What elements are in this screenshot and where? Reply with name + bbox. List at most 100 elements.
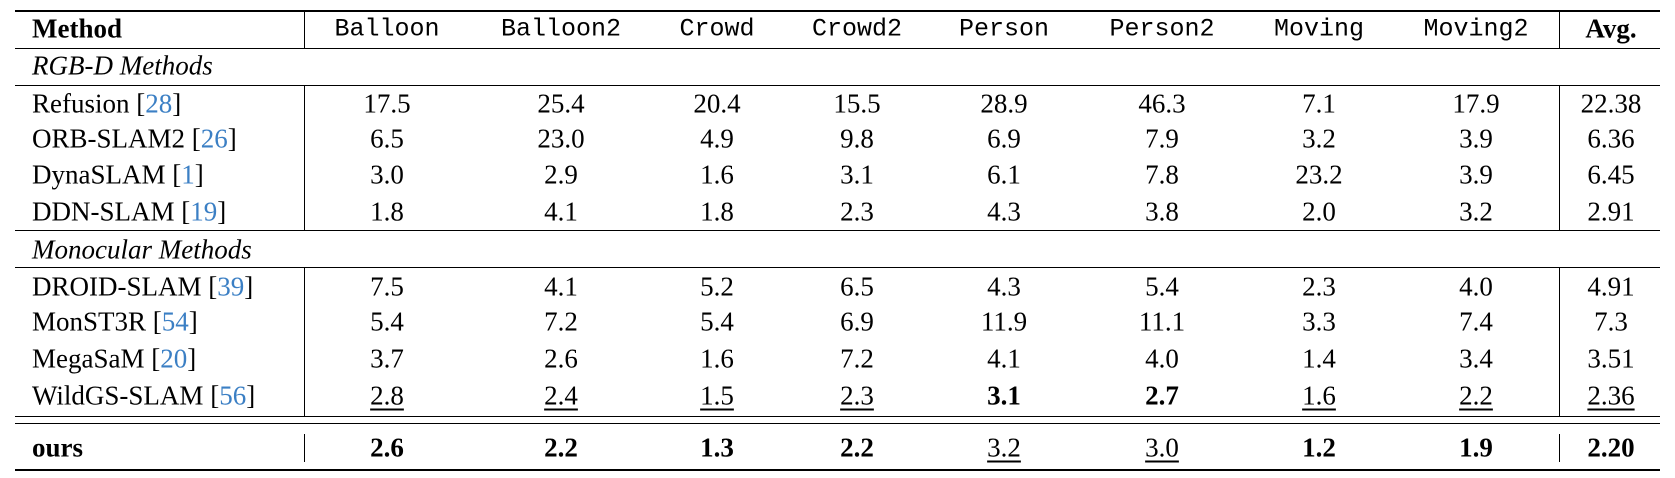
rule bbox=[15, 267, 1660, 269]
value-cell: 6.9 bbox=[987, 123, 1021, 154]
method-name: WildGS-SLAM bbox=[32, 380, 204, 411]
value-cell: 46.3 bbox=[1138, 88, 1186, 119]
value-cell: 3.7 bbox=[370, 343, 404, 374]
citation-number[interactable]: 39 bbox=[217, 271, 245, 302]
value-cell: 3.9 bbox=[1459, 123, 1493, 154]
citation-number[interactable]: 26 bbox=[200, 123, 228, 154]
value-cell: 6.36 bbox=[1587, 123, 1635, 154]
citation-number[interactable]: 28 bbox=[145, 88, 173, 119]
value-cell: 1.8 bbox=[370, 196, 404, 227]
value-cell: 17.5 bbox=[363, 88, 411, 119]
value-cell: 7.1 bbox=[1302, 88, 1336, 119]
citation[interactable]: 19 bbox=[181, 197, 226, 227]
rule bbox=[15, 48, 1660, 50]
value-cell: 3.0 bbox=[1145, 432, 1179, 463]
value-cell: 5.2 bbox=[700, 271, 734, 302]
section-title: RGB-D Methods bbox=[32, 50, 213, 81]
method-cell: ORB-SLAM2 26 bbox=[32, 123, 237, 154]
method-name: DDN-SLAM bbox=[32, 196, 175, 227]
citation[interactable]: 39 bbox=[208, 272, 253, 302]
value-cell: 2.36 bbox=[1587, 380, 1635, 411]
method-cell: MegaSaM 20 bbox=[32, 343, 196, 374]
value-cell: 2.6 bbox=[370, 432, 404, 463]
method-name: ours bbox=[32, 432, 84, 463]
header-cell: Method bbox=[32, 13, 122, 44]
value-cell: 1.4 bbox=[1302, 343, 1336, 374]
value-cell: 11.9 bbox=[980, 306, 1028, 337]
value-cell: 3.0 bbox=[370, 159, 404, 190]
value-cell: 7.9 bbox=[1145, 123, 1179, 154]
value-cell: 1.2 bbox=[1302, 432, 1336, 463]
value-cell: 2.2 bbox=[1459, 380, 1493, 411]
value-cell: 7.4 bbox=[1459, 306, 1493, 337]
rule bbox=[15, 423, 1660, 425]
value-cell: 4.1 bbox=[544, 196, 578, 227]
value-cell: 4.91 bbox=[1587, 271, 1635, 302]
value-cell: 4.9 bbox=[700, 123, 734, 154]
column-rule bbox=[1559, 11, 1561, 48]
citation[interactable]: 26 bbox=[192, 124, 237, 154]
value-cell: 2.3 bbox=[840, 380, 874, 411]
citation[interactable]: 28 bbox=[136, 89, 181, 119]
citation[interactable]: 1 bbox=[172, 160, 204, 190]
value-cell: 5.4 bbox=[1145, 271, 1179, 302]
citation-number[interactable]: 20 bbox=[160, 343, 188, 374]
method-cell: DynaSLAM 1 bbox=[32, 160, 204, 190]
header-cell: Avg. bbox=[1585, 13, 1637, 44]
citation-number[interactable]: 1 bbox=[181, 159, 195, 190]
citation[interactable]: 56 bbox=[210, 381, 255, 411]
value-cell: 15.5 bbox=[833, 88, 881, 119]
value-cell: 4.1 bbox=[544, 271, 578, 302]
value-cell: 4.0 bbox=[1145, 343, 1179, 374]
value-cell: 2.2 bbox=[840, 432, 874, 463]
value-cell: 3.51 bbox=[1587, 343, 1635, 374]
value-cell: 5.4 bbox=[370, 306, 404, 337]
value-cell: 2.2 bbox=[544, 432, 578, 463]
value-cell: 3.9 bbox=[1459, 159, 1493, 190]
value-cell: 3.2 bbox=[1302, 123, 1336, 154]
value-cell: 7.2 bbox=[544, 306, 578, 337]
value-cell: 6.1 bbox=[987, 159, 1021, 190]
value-cell: 2.3 bbox=[1302, 271, 1336, 302]
column-rule bbox=[304, 268, 306, 416]
value-cell: 1.6 bbox=[1302, 380, 1336, 411]
rule bbox=[15, 85, 1660, 87]
value-cell: 3.1 bbox=[840, 159, 874, 190]
value-cell: 1.5 bbox=[700, 380, 734, 411]
value-cell: 3.1 bbox=[987, 380, 1021, 411]
value-cell: 23.0 bbox=[537, 123, 585, 154]
value-cell: 25.4 bbox=[537, 88, 585, 119]
header-cell: Crowd bbox=[679, 14, 755, 44]
header-cell: Balloon bbox=[334, 14, 440, 44]
citation-number[interactable]: 19 bbox=[190, 196, 218, 227]
method-cell: DROID-SLAM 39 bbox=[32, 272, 253, 302]
value-cell: 6.5 bbox=[370, 123, 404, 154]
method-name: MegaSaM bbox=[32, 343, 145, 374]
method-cell: Refusion 28 bbox=[32, 89, 181, 119]
value-cell: 3.4 bbox=[1459, 343, 1493, 374]
citation-number[interactable]: 56 bbox=[219, 380, 247, 411]
column-rule bbox=[1559, 86, 1561, 230]
value-cell: 5.4 bbox=[700, 306, 734, 337]
value-cell: 7.5 bbox=[370, 271, 404, 302]
citation-number[interactable]: 54 bbox=[161, 306, 189, 337]
citation[interactable]: 20 bbox=[151, 344, 196, 374]
value-cell: 6.9 bbox=[840, 306, 874, 337]
value-cell: 23.2 bbox=[1295, 159, 1343, 190]
value-cell: 2.9 bbox=[544, 159, 578, 190]
value-cell: 1.8 bbox=[700, 196, 734, 227]
value-cell: 3.2 bbox=[987, 432, 1021, 463]
rule bbox=[15, 416, 1660, 418]
rule bbox=[15, 230, 1660, 232]
column-rule bbox=[304, 434, 306, 462]
citation[interactable]: 54 bbox=[153, 307, 198, 337]
value-cell: 6.45 bbox=[1587, 159, 1635, 190]
value-cell: 7.3 bbox=[1594, 306, 1628, 337]
value-cell: 2.8 bbox=[370, 380, 404, 411]
header-cell: Moving bbox=[1273, 14, 1365, 44]
method-cell: MonST3R 54 bbox=[32, 307, 198, 337]
value-cell: 1.9 bbox=[1459, 432, 1493, 463]
header-cell: Crowd2 bbox=[811, 14, 903, 44]
method-name: ORB-SLAM2 bbox=[32, 123, 186, 154]
value-cell: 1.6 bbox=[700, 343, 734, 374]
